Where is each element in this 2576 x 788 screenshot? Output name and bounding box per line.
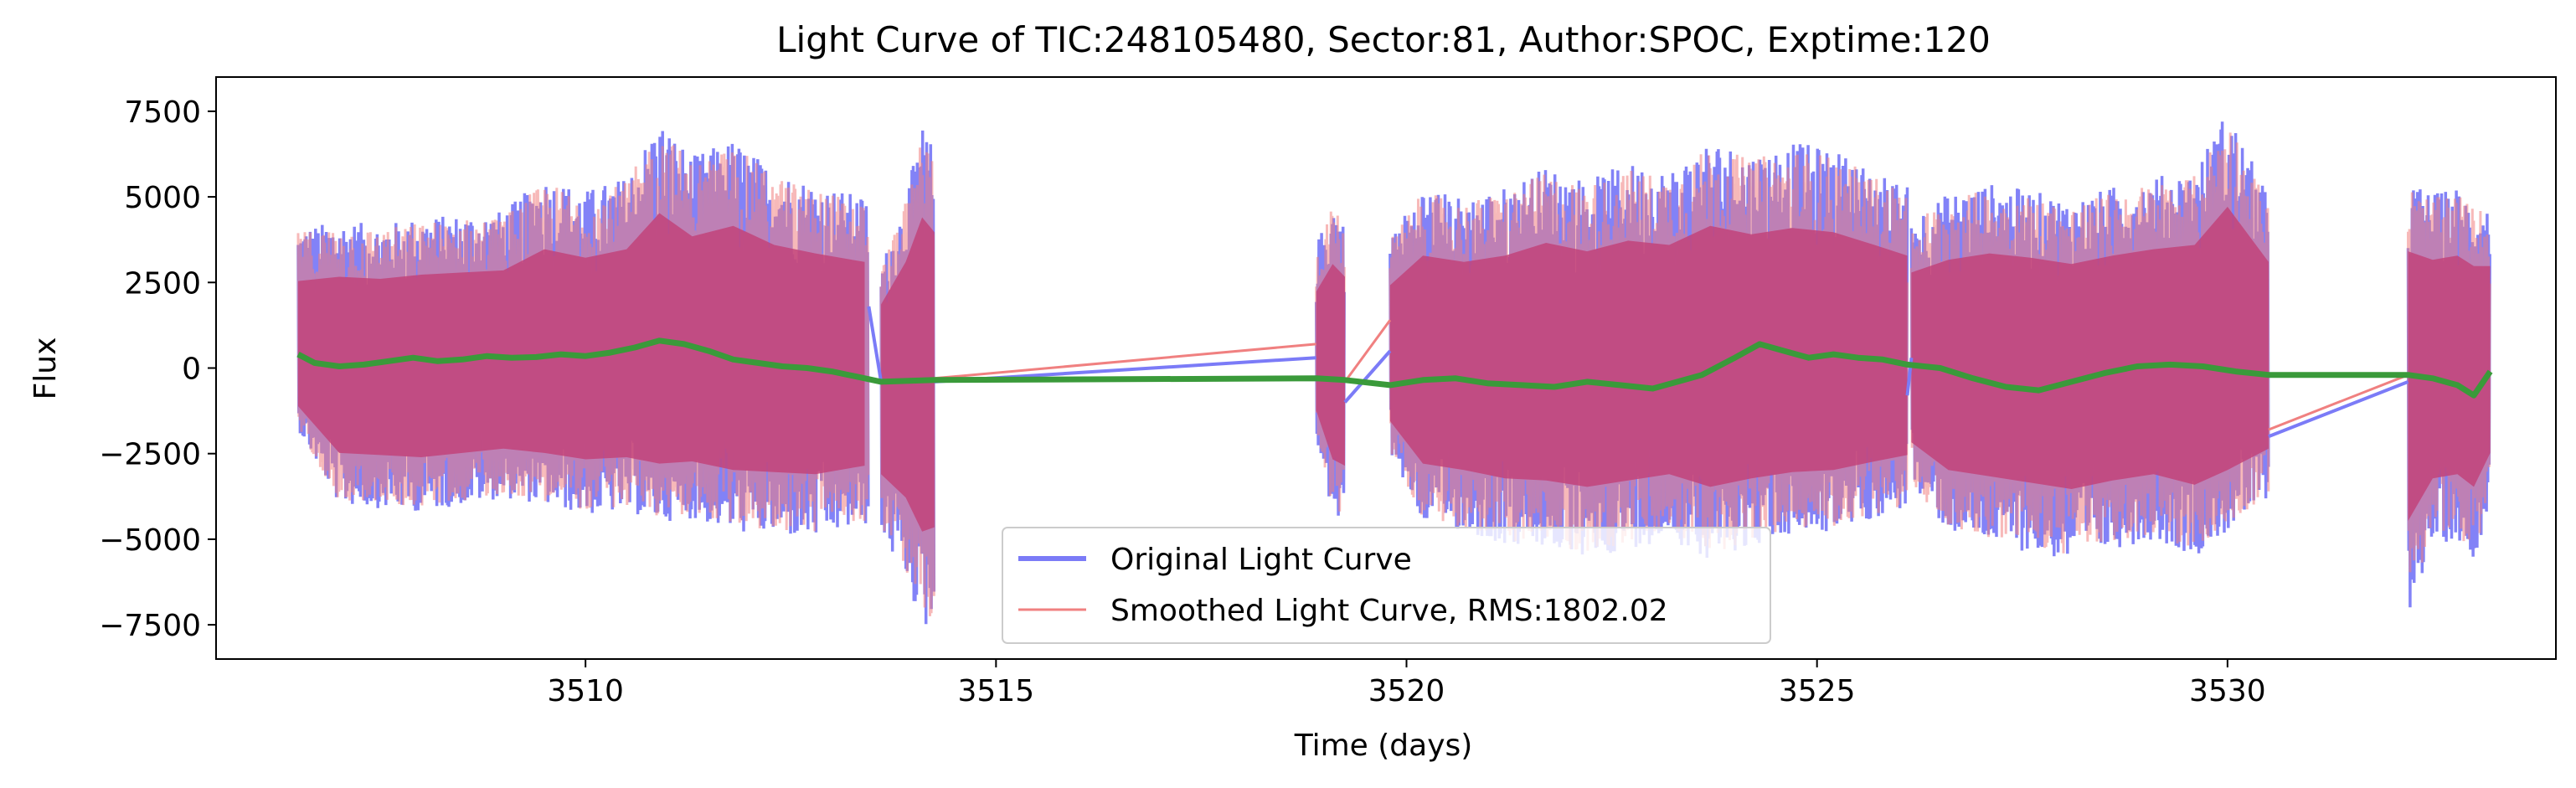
smoothed-series-segment-3 xyxy=(1315,211,1346,512)
x-axis-label: Time (days) xyxy=(1294,729,1473,763)
y-tick-label: 2500 xyxy=(124,266,201,301)
y-tick-label: −7500 xyxy=(99,609,201,643)
smoothed-gap-connector-1 xyxy=(934,342,1316,380)
y-tick-label: −5000 xyxy=(99,523,201,558)
legend: Original Light Curve Smoothed Light Curv… xyxy=(1002,527,1771,644)
smoothed-gap-connector-2 xyxy=(1343,319,1392,383)
overlap-band-4 xyxy=(1389,225,1908,487)
smoothed-gap-connector-3 xyxy=(2268,373,2409,431)
y-axis-label: Flux xyxy=(28,337,63,400)
y-tick-label: −2500 xyxy=(99,438,201,472)
x-tick-label: 3515 xyxy=(958,674,1035,708)
overlap-band-2 xyxy=(881,217,935,532)
legend-label-original: Original Light Curve xyxy=(1110,543,1412,577)
y-tick-label: 5000 xyxy=(124,181,201,215)
original-gap-connector-3 xyxy=(1343,349,1392,404)
original-gap-connector-1 xyxy=(867,306,884,383)
overlap-band-1 xyxy=(298,213,865,475)
legend-box xyxy=(1002,527,1771,644)
y-tick-label: 0 xyxy=(182,353,201,387)
chart-title: Light Curve of TIC:248105480, Sector:81,… xyxy=(776,19,1991,60)
overlap-band-6 xyxy=(2408,251,2491,521)
x-tick-label: 3510 xyxy=(547,674,624,708)
trend-line xyxy=(296,337,2493,399)
x-axis-ticks: 3510 3515 3520 3525 3530 xyxy=(547,659,2266,708)
legend-label-smoothed: Smoothed Light Curve, RMS:1802.02 xyxy=(1110,594,1668,628)
y-axis-ticks: 7500 5000 2500 0 −2500 −5000 −7500 xyxy=(99,95,216,643)
x-tick-label: 3530 xyxy=(2189,674,2266,708)
overlap-band-5 xyxy=(1911,206,2269,489)
x-tick-label: 3520 xyxy=(1368,674,1445,708)
y-tick-label: 7500 xyxy=(124,95,201,130)
plot-area xyxy=(296,121,2493,625)
overlap-band-3 xyxy=(1316,264,1345,466)
x-tick-label: 3525 xyxy=(1779,674,1856,708)
original-gap-connector-5 xyxy=(2268,379,2409,439)
